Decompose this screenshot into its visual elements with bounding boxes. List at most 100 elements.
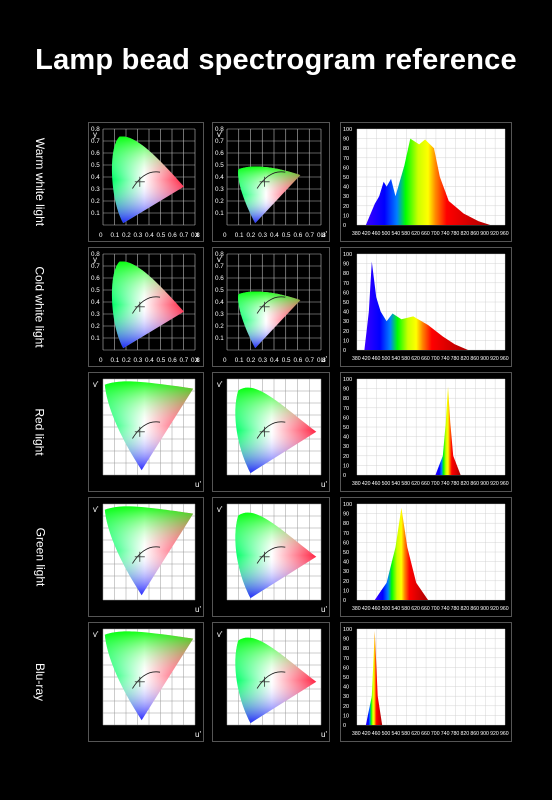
y-axis-label: v' [93, 505, 99, 514]
x-tick-label: 920 [490, 231, 499, 237]
cie-uv-chart: v'u'0 0.10.10.20.20.30.30.40.40.50.50.60.… [215, 251, 327, 364]
y-tick-label: 0 [343, 723, 346, 729]
y-tick-label: 0.6 [215, 150, 224, 157]
x-tick-label: 580 [401, 356, 410, 362]
x-tick-label: 0.5 [282, 232, 291, 239]
cie-uv-diagram: v' u' [212, 622, 330, 742]
y-tick-label: 20 [343, 579, 349, 585]
cie-xy-diagram: y x 0 0.1 0.1 0.2 0.2 0.3 0.3 0.4 0.4 0.5 0.5 0.6 0.6 0… [88, 122, 204, 242]
y-tick-label: 20 [343, 329, 349, 335]
x-tick-label: 0.4 [145, 232, 154, 239]
x-tick-label: 0.3 [258, 357, 267, 364]
spectrum-curve [364, 261, 468, 350]
y-tick-label: 0.5 [91, 287, 100, 294]
y-tick-label: 0.2 [215, 323, 224, 330]
y-tick-label: 0.1 [91, 335, 100, 342]
x-tick-label: 740 [441, 481, 450, 487]
x-tick-label: 0.1 [111, 357, 120, 364]
y-tick-label: 0.1 [91, 210, 100, 217]
y-tick-label: 80 [343, 271, 349, 277]
y-tick-label: 10 [343, 338, 349, 344]
x-tick-label: 900 [480, 231, 489, 237]
x-axis-label: u' [195, 605, 201, 614]
x-tick-label: 700 [431, 606, 440, 612]
x-tick-label: 540 [391, 481, 400, 487]
x-tick-label: 740 [441, 606, 450, 612]
planckian-locus [256, 546, 286, 564]
row-label: Green light [22, 497, 58, 617]
planckian-locus [132, 421, 161, 439]
row-label: Red light [22, 372, 58, 492]
y-tick-label: 0.8 [215, 251, 224, 258]
y-tick-label: 0.1 [215, 335, 224, 342]
x-tick-label: 0.2 [247, 232, 256, 239]
x-tick-label: 0.3 [134, 357, 143, 364]
y-tick-label: 0.1 [215, 210, 224, 217]
x-tick-label: 860 [470, 231, 479, 237]
gamut-shading [238, 166, 301, 224]
y-tick-label: 70 [343, 156, 349, 162]
gamut-shading [111, 136, 184, 224]
x-axis-label: u' [321, 355, 327, 364]
cie-xy-diagram: v' u' [88, 372, 204, 492]
y-tick-label: 0.5 [91, 162, 100, 169]
x-tick-label: 0.4 [270, 357, 279, 364]
y-tick-label: 0.8 [91, 126, 100, 133]
x-tick-label: 380 [352, 231, 361, 237]
x-tick-label: 920 [490, 731, 499, 737]
cie-uv-chart: v' u' [217, 628, 327, 739]
y-tick-label: 90 [343, 387, 349, 393]
y-tick-label: 0 [343, 598, 346, 604]
y-tick-label: 0.2 [91, 323, 100, 330]
gamut-shading [104, 381, 194, 471]
y-tick-label: 100 [343, 127, 352, 133]
x-tick-label: 780 [451, 731, 460, 737]
spectrum-chart: 0 10 20 30 40 50 60 70 80 90 100 380 420 460 500 540 580… [340, 372, 512, 492]
x-tick-label: 500 [382, 731, 391, 737]
x-tick-label: 0.7 [305, 357, 314, 364]
y-tick-label: 10 [343, 463, 349, 469]
planckian-locus [132, 671, 161, 689]
x-tick-label: 780 [451, 606, 460, 612]
y-tick-label: 0.7 [215, 138, 224, 145]
spectrum-plot: 0 10 20 30 40 50 60 70 80 90 100 380 420 460 500 540 580… [343, 127, 509, 237]
x-tick-label: 0.6 [294, 357, 303, 364]
row-label-text: Green light [33, 527, 48, 587]
y-tick-label: 50 [343, 300, 349, 306]
spectrum-plot: 0 10 20 30 40 50 60 70 80 90 100 380 420 460 500 540 580… [343, 627, 509, 737]
spectrum-chart: 0 10 20 30 40 50 60 70 80 90 100 380 420 460 500 540 580… [340, 622, 512, 742]
cie-xy-diagram: v' u' [88, 622, 204, 742]
x-tick-label: 0.5 [282, 357, 291, 364]
x-tick-label: 0.6 [168, 357, 177, 364]
planckian-locus [256, 171, 286, 189]
x-tick-label: 740 [441, 356, 450, 362]
x-tick-label: 0 [99, 357, 103, 364]
x-tick-label: 0.4 [145, 357, 154, 364]
y-tick-label: 20 [343, 204, 349, 210]
y-tick-label: 40 [343, 185, 349, 191]
row-label-text: Cold white light [33, 266, 47, 348]
x-tick-label: 0.1 [235, 357, 244, 364]
y-tick-label: 30 [343, 569, 349, 575]
y-tick-label: 70 [343, 281, 349, 287]
x-tick-label: 0.6 [168, 232, 177, 239]
cie-xy-diagram: v' u' [88, 497, 204, 617]
x-tick-label: 420 [362, 481, 371, 487]
x-tick-label: 460 [372, 356, 381, 362]
y-axis-label: v' [217, 505, 223, 514]
y-tick-label: 100 [343, 252, 352, 258]
x-tick-label: 0.5 [157, 357, 166, 364]
x-tick-label: 0.2 [122, 357, 131, 364]
y-tick-label: 0.8 [215, 126, 224, 133]
x-tick-label: 660 [421, 481, 430, 487]
cie-xy-chart: v' u' [93, 628, 201, 739]
spectrum-chart: 0 10 20 30 40 50 60 70 80 90 100 380 420 460 500 540 580… [340, 497, 512, 617]
y-tick-label: 0.8 [91, 251, 100, 258]
x-tick-label: 740 [441, 231, 450, 237]
y-axis-label: v' [93, 380, 99, 389]
cie-xy-chart: yx0 0.10.10.20.20.30.30.40.40.50.50.60.60… [91, 126, 200, 239]
y-tick-label: 0.3 [215, 186, 224, 193]
x-tick-label: 580 [401, 481, 410, 487]
gamut-shading [235, 512, 317, 599]
